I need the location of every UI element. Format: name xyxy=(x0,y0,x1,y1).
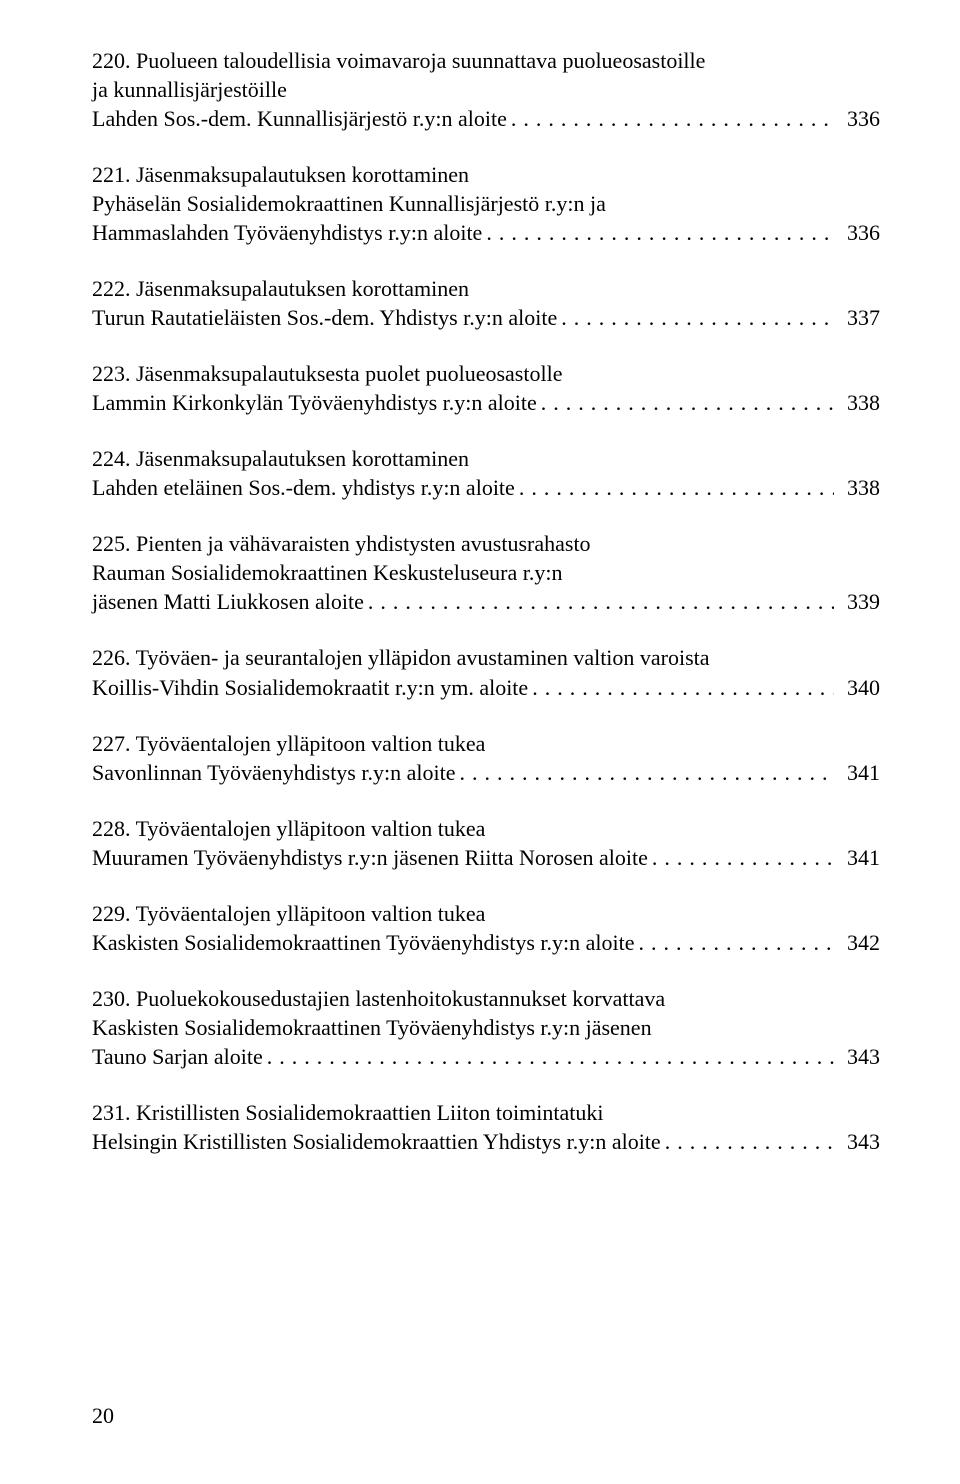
toc-entry-page-number: 337 xyxy=(834,303,880,332)
toc-entry-last-text: Turun Rautatieläisten Sos.-dem. Yhdistys… xyxy=(92,303,557,332)
toc-entry-page-number: 336 xyxy=(834,218,880,247)
toc-leader-dots: ........................................… xyxy=(455,758,834,787)
toc-entry-last-text: Lammin Kirkonkylän Työväenyhdistys r.y:n… xyxy=(92,388,537,417)
toc-entry: 222. Jäsenmaksupalautuksen korottaminenT… xyxy=(92,274,880,332)
toc-entry-last-line: Lahden eteläinen Sos.-dem. yhdistys r.y:… xyxy=(92,473,880,502)
toc-entry-last-text: Savonlinnan Työväenyhdistys r.y:n aloite xyxy=(92,758,455,787)
toc-entry: 221. Jäsenmaksupalautuksen korottaminenP… xyxy=(92,160,880,247)
toc-entry-page-number: 341 xyxy=(834,843,880,872)
toc-entry-line: 226. Työväen- ja seurantalojen ylläpidon… xyxy=(92,643,880,672)
toc-entry-line: 222. Jäsenmaksupalautuksen korottaminen xyxy=(92,274,880,303)
toc-entry-last-line: Savonlinnan Työväenyhdistys r.y:n aloite… xyxy=(92,758,880,787)
toc-entry: 220. Puolueen taloudellisia voimavaroja … xyxy=(92,46,880,133)
toc-entry-line: ja kunnallisjärjestöille xyxy=(92,75,880,104)
toc-entry: 228. Työväentalojen ylläpitoon valtion t… xyxy=(92,814,880,872)
toc-entry-line: 228. Työväentalojen ylläpitoon valtion t… xyxy=(92,814,880,843)
toc-entry-line: 223. Jäsenmaksupalautuksesta puolet puol… xyxy=(92,359,880,388)
toc-entry-last-text: Helsingin Kristillisten Sosialidemokraat… xyxy=(92,1127,661,1156)
toc-entry: 231. Kristillisten Sosialidemokraattien … xyxy=(92,1098,880,1156)
toc-entry-last-line: Turun Rautatieläisten Sos.-dem. Yhdistys… xyxy=(92,303,880,332)
toc-leader-dots: ........................................… xyxy=(515,473,834,502)
toc-leader-dots: ........................................… xyxy=(263,1042,834,1071)
toc-leader-dots: ........................................… xyxy=(537,388,834,417)
toc-leader-dots: ........................................… xyxy=(507,104,834,133)
toc-entry-line: Kaskisten Sosialidemokraattinen Työväeny… xyxy=(92,1013,880,1042)
toc-entry-last-text: jäsenen Matti Liukkosen aloite xyxy=(92,587,364,616)
toc-leader-dots: ........................................… xyxy=(648,843,834,872)
toc-entry-line: Pyhäselän Sosialidemokraattinen Kunnalli… xyxy=(92,189,880,218)
toc-entry-last-line: Hammaslahden Työväenyhdistys r.y:n aloit… xyxy=(92,218,880,247)
toc-entry-last-text: Koillis-Vihdin Sosialidemokraatit r.y:n … xyxy=(92,673,528,702)
toc-leader-dots: ........................................… xyxy=(528,673,834,702)
toc-leader-dots: ........................................… xyxy=(634,928,834,957)
toc-entry-line: 230. Puoluekokousedustajien lastenhoitok… xyxy=(92,984,880,1013)
toc-entry-last-line: Tauno Sarjan aloite.....................… xyxy=(92,1042,880,1071)
toc-entry-last-line: Muuramen Työväenyhdistys r.y:n jäsenen R… xyxy=(92,843,880,872)
toc-entry-page-number: 338 xyxy=(834,388,880,417)
toc-entry: 227. Työväentalojen ylläpitoon valtion t… xyxy=(92,729,880,787)
toc-leader-dots: ........................................… xyxy=(482,218,834,247)
toc-entry-line: 231. Kristillisten Sosialidemokraattien … xyxy=(92,1098,880,1127)
toc-entry-page-number: 340 xyxy=(834,673,880,702)
toc-entry-page-number: 336 xyxy=(834,104,880,133)
toc-entry-last-line: Helsingin Kristillisten Sosialidemokraat… xyxy=(92,1127,880,1156)
toc-entry-last-line: Koillis-Vihdin Sosialidemokraatit r.y:n … xyxy=(92,673,880,702)
toc-entry-line: 221. Jäsenmaksupalautuksen korottaminen xyxy=(92,160,880,189)
toc-entry-last-text: Hammaslahden Työväenyhdistys r.y:n aloit… xyxy=(92,218,482,247)
toc-entry-last-text: Lahden eteläinen Sos.-dem. yhdistys r.y:… xyxy=(92,473,515,502)
toc-entry-last-text: Kaskisten Sosialidemokraattinen Työväeny… xyxy=(92,928,634,957)
toc-entry-last-text: Lahden Sos.-dem. Kunnallisjärjestö r.y:n… xyxy=(92,104,507,133)
toc-entry-page-number: 338 xyxy=(834,473,880,502)
page-number-footer: 20 xyxy=(92,1401,114,1430)
toc-entry-last-text: Tauno Sarjan aloite xyxy=(92,1042,263,1071)
toc-leader-dots: ........................................… xyxy=(661,1127,834,1156)
toc-entry-page-number: 343 xyxy=(834,1042,880,1071)
toc-entry-page-number: 341 xyxy=(834,758,880,787)
toc-entry-line: 225. Pienten ja vähävaraisten yhdistyste… xyxy=(92,529,880,558)
toc-entry-line: Rauman Sosialidemokraattinen Keskustelus… xyxy=(92,558,880,587)
toc-entry: 225. Pienten ja vähävaraisten yhdistyste… xyxy=(92,529,880,616)
toc-entry-line: 224. Jäsenmaksupalautuksen korottaminen xyxy=(92,444,880,473)
toc-entry: 229. Työväentalojen ylläpitoon valtion t… xyxy=(92,899,880,957)
toc-entry-line: 220. Puolueen taloudellisia voimavaroja … xyxy=(92,46,880,75)
toc-list: 220. Puolueen taloudellisia voimavaroja … xyxy=(92,46,880,1156)
toc-entry: 230. Puoluekokousedustajien lastenhoitok… xyxy=(92,984,880,1071)
toc-entry-line: 229. Työväentalojen ylläpitoon valtion t… xyxy=(92,899,880,928)
toc-entry-line: 227. Työväentalojen ylläpitoon valtion t… xyxy=(92,729,880,758)
toc-entry-last-line: Lahden Sos.-dem. Kunnallisjärjestö r.y:n… xyxy=(92,104,880,133)
toc-entry-last-line: Lammin Kirkonkylän Työväenyhdistys r.y:n… xyxy=(92,388,880,417)
toc-entry-last-line: jäsenen Matti Liukkosen aloite..........… xyxy=(92,587,880,616)
toc-entry-last-text: Muuramen Työväenyhdistys r.y:n jäsenen R… xyxy=(92,843,648,872)
toc-entry: 223. Jäsenmaksupalautuksesta puolet puol… xyxy=(92,359,880,417)
toc-entry-page-number: 339 xyxy=(834,587,880,616)
toc-leader-dots: ........................................… xyxy=(364,587,834,616)
toc-leader-dots: ........................................… xyxy=(557,303,834,332)
toc-entry: 226. Työväen- ja seurantalojen ylläpidon… xyxy=(92,643,880,701)
toc-entry-page-number: 342 xyxy=(834,928,880,957)
toc-entry-page-number: 343 xyxy=(834,1127,880,1156)
toc-entry-last-line: Kaskisten Sosialidemokraattinen Työväeny… xyxy=(92,928,880,957)
toc-entry: 224. Jäsenmaksupalautuksen korottaminenL… xyxy=(92,444,880,502)
